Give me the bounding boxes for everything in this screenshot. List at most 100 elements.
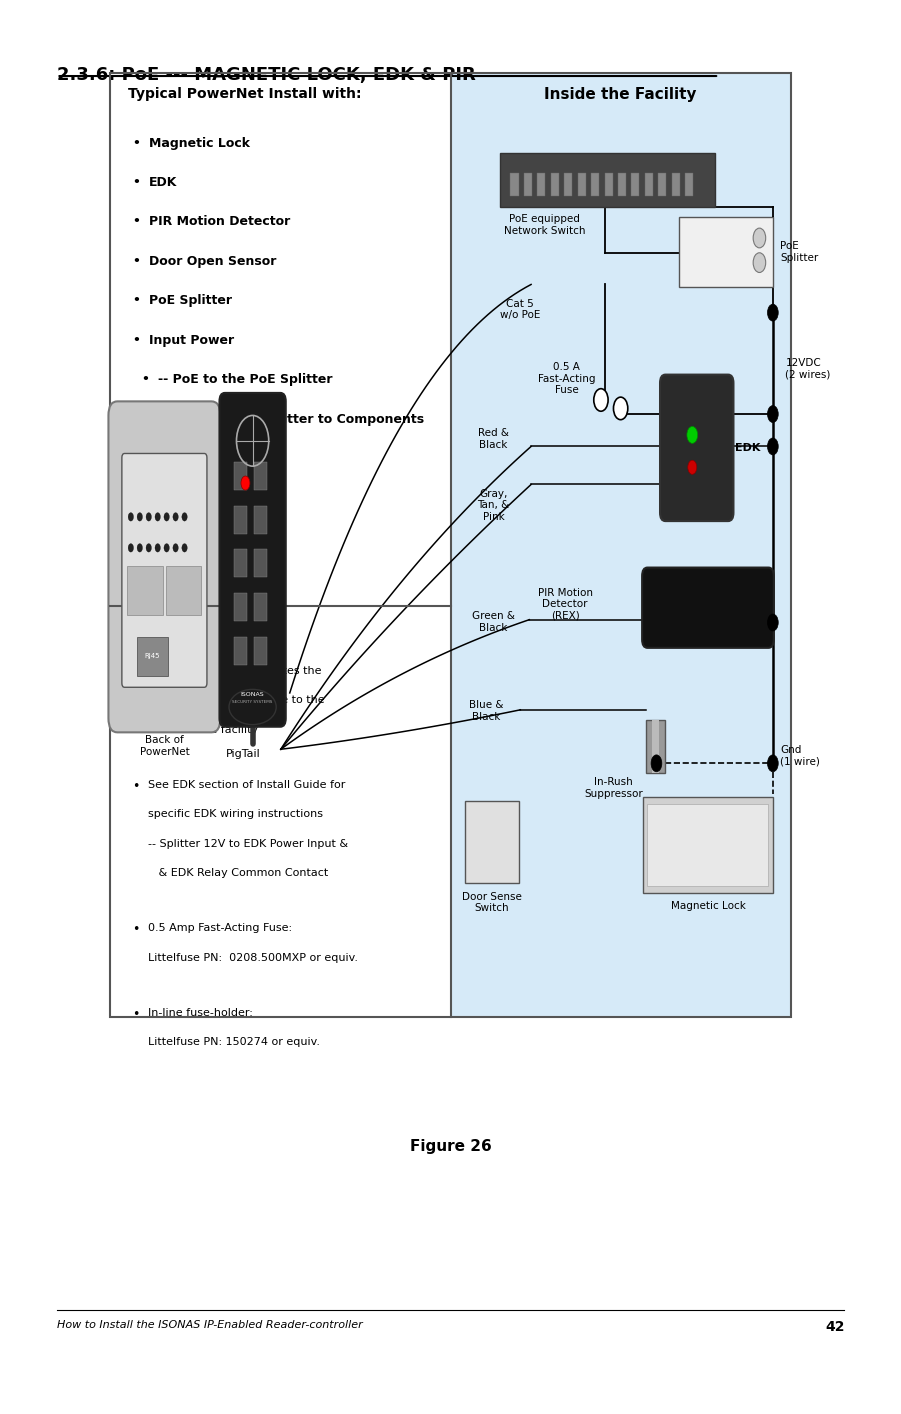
Text: •: •: [132, 255, 141, 267]
Text: Blue &
Black: Blue & Black: [469, 700, 504, 721]
Bar: [537, 173, 545, 195]
Bar: [632, 173, 640, 195]
Text: SECURITY SYSTEMS: SECURITY SYSTEMS: [232, 700, 273, 704]
Bar: [564, 173, 572, 195]
Text: JP 2
Pin 3 to
Pin 4: JP 2 Pin 3 to Pin 4: [198, 633, 237, 666]
Text: •: •: [141, 413, 150, 426]
Text: specific EDK wiring instructions: specific EDK wiring instructions: [148, 809, 323, 819]
Bar: [233, 506, 247, 533]
FancyBboxPatch shape: [678, 216, 773, 287]
Text: PoE
Splitter: PoE Splitter: [780, 242, 818, 263]
Text: •: •: [141, 373, 150, 386]
Text: Gray,
Tan, &
Pink: Gray, Tan, & Pink: [478, 489, 510, 522]
Bar: [671, 173, 679, 195]
Text: 0.5 A
Fast-Acting
Fuse: 0.5 A Fast-Acting Fuse: [538, 362, 596, 395]
Bar: [523, 173, 532, 195]
FancyBboxPatch shape: [220, 393, 286, 727]
Text: PigTail: PigTail: [226, 749, 261, 759]
Bar: [646, 720, 666, 773]
Text: 2.3.6: PoE --- MAGNETIC LOCK, EDK & PIR: 2.3.6: PoE --- MAGNETIC LOCK, EDK & PIR: [57, 66, 475, 85]
Bar: [685, 173, 693, 195]
Circle shape: [687, 460, 696, 474]
Bar: [591, 173, 599, 195]
Text: PoE Splitter & Fuse isolates the: PoE Splitter & Fuse isolates the: [148, 666, 322, 676]
Text: •: •: [132, 175, 141, 189]
Text: •: •: [132, 137, 141, 150]
Circle shape: [687, 427, 697, 444]
Text: -- PoE to the PoE Splitter: -- PoE to the PoE Splitter: [158, 373, 332, 386]
Bar: [253, 506, 267, 533]
Text: •: •: [132, 779, 140, 793]
FancyBboxPatch shape: [108, 402, 221, 732]
Text: Figure 26: Figure 26: [410, 1140, 491, 1154]
Circle shape: [753, 253, 766, 273]
Bar: [137, 636, 168, 676]
Text: RJ45: RJ45: [144, 653, 160, 659]
Circle shape: [768, 614, 778, 631]
Text: & EDK Relay Common Contact: & EDK Relay Common Contact: [148, 868, 328, 878]
Circle shape: [182, 513, 187, 522]
Text: 12VDC
(2 wires): 12VDC (2 wires): [786, 358, 831, 379]
Text: 42: 42: [825, 1319, 844, 1333]
Text: •: •: [132, 923, 140, 936]
Text: Cat 5
w/o PoE: Cat 5 w/o PoE: [500, 298, 541, 320]
Bar: [605, 173, 613, 195]
Text: See EDK section of Install Guide for: See EDK section of Install Guide for: [148, 779, 345, 789]
Circle shape: [128, 543, 133, 551]
Bar: [253, 592, 267, 621]
Bar: [652, 720, 660, 773]
Bar: [233, 592, 247, 621]
Bar: [127, 566, 163, 615]
Bar: [253, 549, 267, 577]
FancyBboxPatch shape: [465, 802, 519, 884]
Bar: [551, 173, 559, 195]
FancyBboxPatch shape: [122, 454, 207, 687]
Text: Inside the Facility: Inside the Facility: [544, 88, 696, 102]
Text: Magnetic Lock: Magnetic Lock: [149, 137, 250, 150]
Circle shape: [651, 755, 662, 772]
Text: Green &
Black: Green & Black: [472, 611, 515, 633]
Text: inside of the facility: inside of the facility: [148, 725, 258, 735]
Text: •: •: [132, 215, 141, 229]
Circle shape: [146, 543, 151, 551]
Text: •: •: [132, 294, 141, 307]
Text: PIR Motion
Detector
(REX): PIR Motion Detector (REX): [538, 588, 593, 621]
Circle shape: [594, 389, 608, 411]
Circle shape: [173, 543, 178, 551]
Bar: [166, 566, 201, 615]
Text: Door Open Sensor: Door Open Sensor: [149, 255, 276, 267]
Text: Input Power: Input Power: [149, 334, 234, 346]
Circle shape: [182, 543, 187, 551]
FancyBboxPatch shape: [660, 375, 733, 522]
Text: Red &
Black: Red & Black: [478, 428, 509, 450]
Bar: [578, 173, 586, 195]
Bar: [511, 173, 519, 195]
Text: EDK: EDK: [735, 443, 760, 452]
Text: PIR Motion Detector: PIR Motion Detector: [149, 215, 290, 229]
Text: -- 12VDC from Splitter to Components: -- 12VDC from Splitter to Components: [158, 413, 423, 426]
Bar: [253, 462, 267, 491]
Text: •: •: [132, 334, 141, 346]
FancyBboxPatch shape: [500, 154, 714, 206]
Text: -- Splitter 12V to EDK Power Input &: -- Splitter 12V to EDK Power Input &: [148, 839, 348, 848]
Text: Jumper
Settings: Jumper Settings: [139, 433, 190, 454]
FancyBboxPatch shape: [642, 567, 774, 648]
Circle shape: [137, 543, 142, 551]
Bar: [645, 173, 653, 195]
Text: PoE Splitter: PoE Splitter: [149, 294, 232, 307]
Text: In-Rush
Suppressor: In-Rush Suppressor: [584, 778, 642, 799]
Text: 0.5 Amp Fast-Acting Fuse:: 0.5 Amp Fast-Acting Fuse:: [148, 923, 292, 933]
Text: Door Sense
Switch: Door Sense Switch: [461, 891, 522, 913]
Text: Magnetic Lock: Magnetic Lock: [670, 901, 745, 912]
Circle shape: [137, 513, 142, 522]
Circle shape: [164, 543, 169, 551]
Text: Cat 5
w/PoE: Cat 5 w/PoE: [679, 182, 710, 205]
FancyBboxPatch shape: [450, 74, 791, 1017]
Circle shape: [173, 513, 178, 522]
Text: InstallationTips: InstallationTips: [128, 615, 257, 629]
Circle shape: [241, 477, 250, 491]
Bar: [618, 173, 626, 195]
Circle shape: [768, 438, 778, 455]
Circle shape: [753, 228, 766, 247]
Circle shape: [155, 543, 160, 551]
